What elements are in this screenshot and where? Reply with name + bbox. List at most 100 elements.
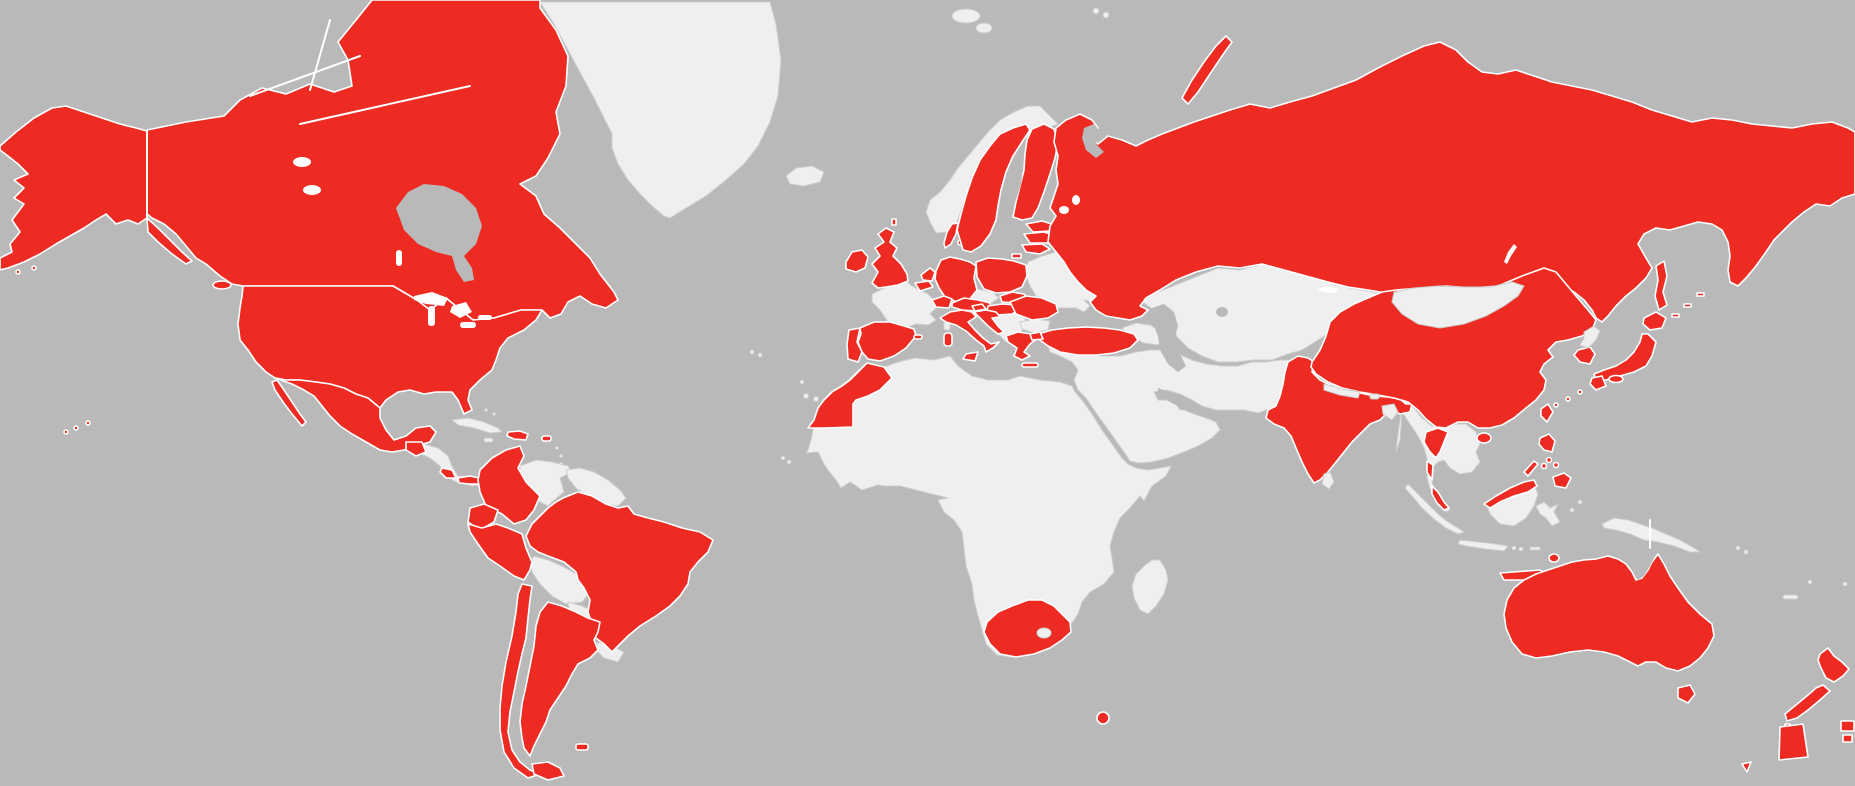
philippines-visayas-2: [1552, 461, 1560, 469]
island-crete[interactable]: [1021, 362, 1039, 368]
australia-tasmania[interactable]: [1677, 684, 1696, 704]
philippines-palawan[interactable]: [1523, 460, 1539, 477]
island-hawaii-2: [73, 425, 79, 431]
country-switzerland[interactable]: [931, 295, 953, 309]
island-antilles-2: [559, 454, 563, 458]
country-brazil[interactable]: [525, 491, 714, 653]
island-sulawesi[interactable]: [1535, 501, 1561, 527]
philippines-mindanao[interactable]: [1552, 472, 1572, 489]
region-guianas[interactable]: [565, 467, 627, 507]
country-taiwan[interactable]: [1540, 403, 1554, 423]
island-sicily[interactable]: [962, 351, 979, 362]
country-united-kingdom[interactable]: [871, 227, 909, 289]
country-usa-alaska[interactable]: [0, 105, 148, 271]
country-thailand[interactable]: [1423, 427, 1449, 459]
country-greenland[interactable]: [539, 1, 782, 219]
lake-michigan: [428, 306, 435, 326]
island-prince-edward: [1096, 711, 1110, 725]
country-sweden[interactable]: [956, 123, 1031, 253]
country-slovenia[interactable]: [971, 303, 987, 312]
philippines-visayas-3: [1540, 462, 1548, 470]
mexico-baja[interactable]: [271, 379, 307, 427]
country-peru[interactable]: [467, 523, 533, 581]
japan-kyushu[interactable]: [1589, 375, 1607, 391]
philippines-luzon[interactable]: [1538, 433, 1556, 453]
country-mongolia[interactable]: [1391, 281, 1525, 329]
country-lesotho[interactable]: [1036, 627, 1052, 639]
country-ecuador[interactable]: [467, 503, 499, 531]
island-flores: [1529, 546, 1541, 551]
country-malaysia-west[interactable]: [1431, 485, 1450, 511]
country-usa[interactable]: [237, 285, 543, 415]
nz-north-island[interactable]: [1817, 647, 1850, 683]
island-falklands: [575, 743, 589, 751]
country-malaysia-east[interactable]: [1483, 479, 1538, 509]
island-canary-2: [813, 396, 819, 402]
island-bahamas: [484, 408, 488, 412]
country-guatemala[interactable]: [405, 441, 427, 457]
island-ryukyu-2: [1565, 396, 1571, 402]
island-sumatra[interactable]: [1404, 483, 1465, 535]
island-kuril: [1671, 313, 1680, 318]
country-nepal[interactable]: [1323, 383, 1361, 399]
country-portugal[interactable]: [846, 327, 863, 363]
island-lombok: [1518, 546, 1524, 552]
country-poland[interactable]: [975, 257, 1028, 294]
country-russia[interactable]: [1047, 41, 1855, 323]
island-hainan[interactable]: [1476, 432, 1492, 444]
country-north-korea[interactable]: [1579, 325, 1601, 349]
island-franz-josef: [1092, 7, 1100, 15]
lake-huron: [450, 302, 472, 318]
japan-shikoku[interactable]: [1608, 374, 1624, 384]
country-bolivia[interactable]: [529, 555, 591, 605]
turkey-thrace[interactable]: [1029, 331, 1044, 341]
country-canada[interactable]: [146, 0, 619, 321]
country-romania[interactable]: [1009, 295, 1059, 321]
island-sakhalin[interactable]: [1654, 260, 1668, 311]
country-cuba[interactable]: [451, 417, 503, 434]
usa-panhandle[interactable]: [146, 217, 193, 265]
country-colombia[interactable]: [477, 445, 541, 525]
country-chile[interactable]: [499, 583, 541, 779]
gulf-of-bothnia: [998, 168, 1023, 218]
country-south-korea[interactable]: [1573, 346, 1596, 365]
country-turkey[interactable]: [1037, 326, 1139, 356]
japan-hokkaido[interactable]: [1642, 311, 1667, 331]
island-jamaica: [483, 437, 494, 443]
land-overlays: [1036, 281, 1601, 639]
country-australia[interactable]: [1503, 553, 1715, 672]
white-sea: [1082, 124, 1104, 158]
island-sardinia[interactable]: [943, 332, 953, 347]
island-vanuatu: [1807, 579, 1813, 585]
country-bangladesh[interactable]: [1381, 403, 1399, 421]
country-argentina[interactable]: [519, 601, 601, 757]
tierra-del-fuego[interactable]: [531, 761, 565, 781]
country-lithuania[interactable]: [1021, 243, 1051, 255]
island-balearic: [913, 334, 923, 340]
country-south-africa[interactable]: [983, 599, 1072, 658]
island-java[interactable]: [1457, 539, 1509, 552]
country-morocco-western-sahara[interactable]: [807, 362, 893, 429]
country-china[interactable]: [1310, 267, 1597, 429]
lake-baikal: [1504, 244, 1517, 264]
country-belgium[interactable]: [914, 280, 934, 292]
country-iceland[interactable]: [785, 165, 825, 187]
country-italy[interactable]: [939, 309, 1000, 353]
island-puerto-rico[interactable]: [541, 435, 552, 442]
country-madagascar[interactable]: [1131, 559, 1169, 615]
country-spain[interactable]: [857, 321, 917, 362]
country-croatia[interactable]: [973, 309, 1005, 335]
country-ireland[interactable]: [845, 249, 869, 273]
country-germany[interactable]: [934, 256, 978, 303]
country-netherlands[interactable]: [920, 267, 936, 282]
island-madeira: [799, 379, 805, 385]
nz-south-island[interactable]: [1784, 684, 1831, 722]
region-middle-east[interactable]: [1047, 345, 1299, 464]
country-costa-rica[interactable]: [439, 467, 457, 479]
country-dominican-republic[interactable]: [506, 430, 529, 441]
country-sri-lanka[interactable]: [1321, 471, 1335, 490]
country-mexico[interactable]: [274, 377, 437, 453]
great-slave-lake: [303, 185, 321, 195]
thailand-peninsula[interactable]: [1426, 460, 1434, 481]
